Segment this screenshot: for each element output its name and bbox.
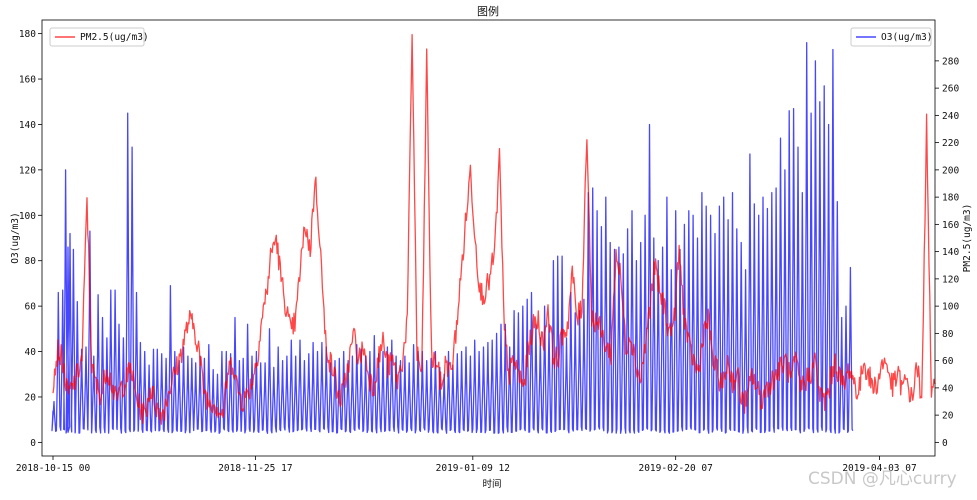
y-left-tick-label: 80 bbox=[25, 256, 37, 267]
x-tick-label: 2018-11-25 17 bbox=[218, 463, 292, 474]
chart-title: 图例 bbox=[477, 4, 499, 18]
legend-o3: O3(ug/m3) bbox=[850, 27, 932, 47]
y-right-tick-label: 180 bbox=[942, 193, 959, 204]
x-tick-label: 2018-10-15 00 bbox=[16, 463, 91, 474]
y-left-tick-label: 100 bbox=[19, 211, 36, 222]
y-left-tick-label: 160 bbox=[19, 75, 36, 86]
y-right-tick-label: 100 bbox=[942, 302, 959, 313]
y-right-tick-label: 220 bbox=[942, 138, 959, 149]
o3-series-line bbox=[51, 42, 854, 434]
y-right-tick-label: 160 bbox=[942, 220, 959, 231]
plot-frame bbox=[41, 19, 936, 457]
legend-o3-box bbox=[850, 27, 932, 47]
y-left-tick-label: 180 bbox=[19, 29, 36, 40]
y-right-tick-label: 60 bbox=[942, 356, 954, 367]
watermark: CSDN @凡心curry bbox=[808, 469, 957, 489]
y-right-tick-label: 200 bbox=[942, 165, 959, 176]
y-right-tick-label: 120 bbox=[942, 274, 959, 285]
y-left-tick-label: 0 bbox=[30, 438, 36, 449]
y-right-tick-label: 0 bbox=[942, 438, 948, 449]
y-right-tick-label: 280 bbox=[942, 56, 959, 67]
legend-pm25-box bbox=[49, 27, 145, 47]
legend-pm25-label: PM2.5(ug/m3) bbox=[80, 32, 149, 43]
y-right-tick-label: 20 bbox=[942, 411, 954, 422]
x-tick-label: 2019-04-03 07 bbox=[842, 463, 916, 474]
legend-o3-label: O3(ug/m3) bbox=[881, 32, 932, 43]
y-left-tick-label: 40 bbox=[25, 347, 37, 358]
y-left-tick-label: 60 bbox=[25, 302, 37, 313]
x-tick-label: 2019-01-09 12 bbox=[436, 463, 510, 474]
y-left-tick-label: 20 bbox=[25, 392, 37, 403]
y-right-tick-label: 140 bbox=[942, 247, 959, 258]
y-left-tick-label: 120 bbox=[19, 165, 36, 176]
y-right-tick-label: 40 bbox=[942, 383, 954, 394]
y-left-tick-label: 140 bbox=[19, 120, 36, 131]
y-axis-right-label: PM2.5(ug/m3) bbox=[962, 204, 973, 273]
legend-pm25: PM2.5(ug/m3) bbox=[49, 27, 149, 47]
y-right-tick-label: 260 bbox=[942, 84, 959, 95]
x-axis-label: 时间 bbox=[482, 478, 501, 490]
pm25-series-line bbox=[52, 33, 936, 425]
y-right-tick-label: 80 bbox=[942, 329, 954, 340]
y-axis-left-label: O3(ug/m3) bbox=[10, 212, 21, 263]
x-tick-label: 2019-02-20 07 bbox=[638, 463, 712, 474]
y-right-tick-label: 240 bbox=[942, 111, 959, 122]
